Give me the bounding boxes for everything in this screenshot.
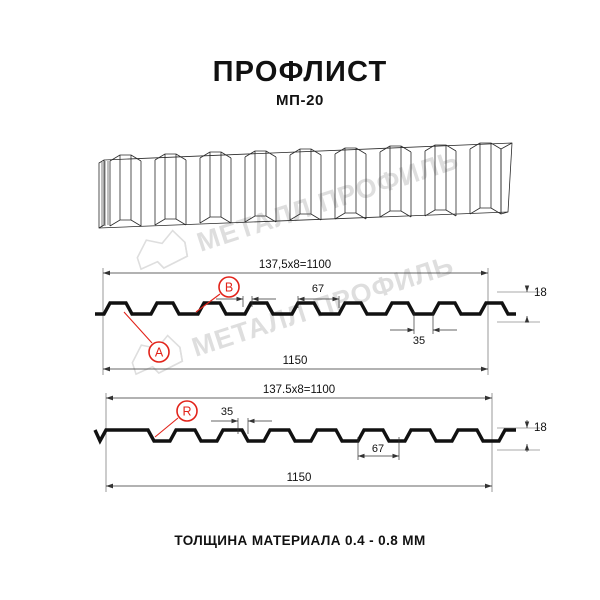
profile-outline-bottom bbox=[93, 428, 516, 445]
dim-18-top bbox=[524, 285, 530, 323]
dim-label-pitch-top: 137,5x8=1100 bbox=[259, 259, 331, 271]
dim-18-bottom bbox=[524, 420, 530, 452]
dim-35-top bbox=[216, 296, 276, 307]
dim-label-pitch-bottom: 137.5x8=1100 bbox=[263, 384, 335, 396]
footer-note: ТОЛЩИНА МАТЕРИАЛА 0.4 - 0.8 ММ bbox=[174, 533, 425, 548]
cross-section-bottom: 137.5x8=1100 35 67 18 bbox=[93, 384, 547, 492]
dim-pitch-top bbox=[103, 270, 488, 276]
callout-r: R bbox=[154, 400, 198, 438]
callout-b-label: B bbox=[225, 281, 233, 295]
dim-pitch-bottom bbox=[106, 395, 492, 401]
page-title: ПРОФЛИСТ bbox=[213, 56, 388, 88]
dim-67-bottom bbox=[357, 437, 400, 460]
dim-label-18-bottom: 18 bbox=[534, 422, 547, 434]
dim-1150-top bbox=[103, 366, 488, 372]
profile-outline-top bbox=[95, 301, 516, 316]
dim-label-35-lower-top: 35 bbox=[413, 335, 425, 347]
dim-67-top bbox=[297, 296, 340, 308]
dim-label-1150-top: 1150 bbox=[283, 355, 308, 367]
model-subtitle: МП-20 bbox=[276, 92, 324, 109]
callout-b: B bbox=[195, 276, 240, 313]
callout-a: A bbox=[123, 311, 170, 363]
dim-label-18-top: 18 bbox=[534, 287, 547, 299]
dim-label-35-bottom: 35 bbox=[221, 406, 233, 418]
dim-1150-bottom bbox=[106, 483, 492, 489]
cross-section-top: 137,5x8=1100 35 67 bbox=[95, 259, 547, 375]
callout-r-label: R bbox=[182, 405, 191, 419]
watermark-logo-icon bbox=[136, 229, 189, 271]
dim-label-67-bottom: 67 bbox=[372, 443, 384, 455]
isometric-sheet-view bbox=[98, 142, 513, 229]
watermark-logo-icon-2 bbox=[131, 334, 184, 376]
callout-a-label: A bbox=[155, 346, 164, 360]
extension-lines-top bbox=[102, 268, 540, 375]
dim-35-bottom-top-section bbox=[390, 311, 457, 334]
dim-label-67-top: 67 bbox=[312, 283, 324, 295]
dim-label-1150-bottom: 1150 bbox=[287, 472, 312, 484]
dim-35-bottom bbox=[211, 418, 272, 434]
